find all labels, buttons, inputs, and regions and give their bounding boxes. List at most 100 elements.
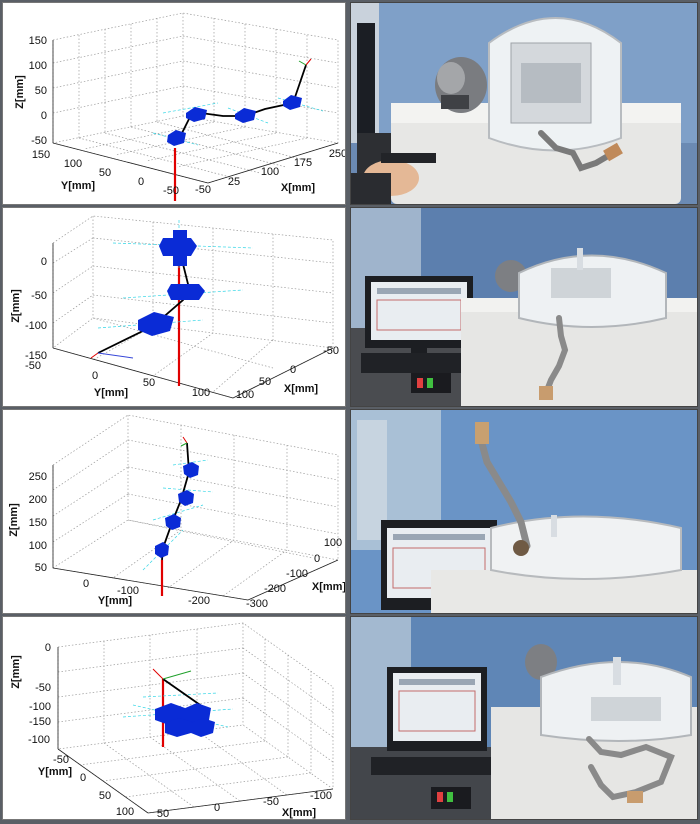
segment-group [155,703,215,737]
z-axis-label: Z[mm] [10,655,22,689]
tip-frame-z [97,352,134,359]
plot-box [57,647,334,814]
robot-photo-3 [351,410,697,613]
plot-box [52,243,334,399]
y-tick: 100 [192,387,210,399]
x-tick: 50 [157,808,169,819]
plot-panel-4: 0 -50 -100 -150 Z[mm] -100 -50 0 50 100 … [2,616,346,820]
z-tick: 0 [45,642,51,654]
x-axis-label: X[mm] [282,807,317,819]
plot-panel-1: 150 100 50 0 -50 Z[mm] 150 100 50 0 -50 … [2,2,347,205]
segment-3 [178,490,194,506]
plot-box [52,465,339,601]
segment-4 [191,718,215,737]
y-tick: -50 [53,754,69,766]
x-tick: 100 [324,537,342,549]
y-axis-label: Y[mm] [94,387,129,399]
kinematic-plot-1: 150 100 50 0 -50 Z[mm] 150 100 50 0 -50 … [14,12,347,201]
x-tick: -100 [310,790,332,802]
x-tick: -50 [323,345,339,357]
z-tick: 150 [29,35,47,47]
segment-group [138,230,205,336]
x-tick: 0 [314,553,320,565]
x-tick: -300 [246,598,268,610]
y-tick: 50 [99,790,111,802]
y-tick: -200 [188,595,210,607]
z-tick: 50 [35,85,47,97]
segment-2 [167,284,205,300]
segment-1b [173,230,187,266]
y-tick: 0 [83,578,89,590]
x-tick: -50 [263,796,279,808]
photo-panel-3 [350,409,698,614]
x-axis-label: X[mm] [284,383,319,395]
tip-frame-x [152,668,164,680]
segment-group [167,95,302,146]
plot-panel-2: 0 -50 -100 -150 Z[mm] -50 0 50 100 Y[mm]… [2,207,346,407]
z-axis-label: Z[mm] [8,503,20,537]
y-axis-label: Y[mm] [98,595,133,607]
x-tick: -50 [195,184,211,196]
tip-frame-y [298,60,307,66]
segment-group [155,462,199,558]
tip-frame-x [90,352,99,359]
segment-4 [183,462,199,478]
tip-frame-x [182,436,188,444]
x-tick: 0 [290,364,296,376]
photo-panel-2 [350,207,698,407]
z-tick: -50 [31,290,47,302]
y-tick: 150 [32,149,50,161]
segment-3 [138,312,174,336]
x-tick: 250 [329,148,345,160]
z-tick: 250 [29,471,47,483]
x-axis-label: X[mm] [312,581,345,593]
robot-photo-2 [351,208,697,406]
z-tick: 200 [29,494,47,506]
kinematic-plot-3: 250 200 150 100 50 Z[mm] 0 -100 -200 Y[m… [8,414,346,610]
segment-2 [186,107,207,122]
row-4: 0 -50 -100 -150 Z[mm] -100 -50 0 50 100 … [0,616,700,822]
x-tick: 50 [259,376,271,388]
tip-frame-y [180,442,188,447]
y-tick: 100 [64,158,82,170]
row-3: 250 200 150 100 50 Z[mm] 0 -100 -200 Y[m… [0,409,700,614]
z-tick: 0 [41,256,47,268]
x-tick: 25 [228,176,240,188]
z-tick: -100 [25,320,47,332]
x-tick: -200 [264,583,286,595]
z-tick: -50 [31,135,47,147]
frame-axes [142,459,214,571]
photo-panel-4 [350,616,698,820]
robot-photo-4 [351,617,697,819]
segment-3 [235,108,256,123]
row-1: 150 100 50 0 -50 Z[mm] 150 100 50 0 -50 … [0,0,700,205]
y-tick: -100 [117,585,139,597]
kinematic-plot-2: 0 -50 -100 -150 Z[mm] -50 0 50 100 Y[mm]… [10,215,339,401]
z-tick: -100 [29,701,51,713]
photo-panel-1 [350,2,698,205]
x-axis-label: X[mm] [281,182,316,194]
robot-photo-1 [351,3,697,204]
segment-1 [155,542,169,558]
y-tick: 0 [80,772,86,784]
segment-4 [283,95,302,110]
z-tick: 100 [29,540,47,552]
z-tick: 50 [35,562,47,574]
y-axis-label: Y[mm] [61,180,96,192]
row-2: 0 -50 -100 -150 Z[mm] -50 0 50 100 Y[mm]… [0,207,700,408]
y-tick: 50 [143,377,155,389]
kinematic-plot-4: 0 -50 -100 -150 Z[mm] -100 -50 0 50 100 … [10,622,334,820]
y-tick: 100 [116,806,134,818]
plot-panel-3: 250 200 150 100 50 Z[mm] 0 -100 -200 Y[m… [2,409,346,614]
tip-frame-x [305,58,312,66]
y-axis-label: Y[mm] [38,766,73,778]
x-tick: 100 [261,166,279,178]
segment-2 [165,514,181,530]
x-tick: 0 [214,802,220,814]
plot-box [52,40,339,184]
z-tick: -150 [25,350,47,362]
z-axis-label: Z[mm] [10,289,22,323]
x-tick: 100 [236,389,254,401]
y-tick: -100 [28,734,50,746]
